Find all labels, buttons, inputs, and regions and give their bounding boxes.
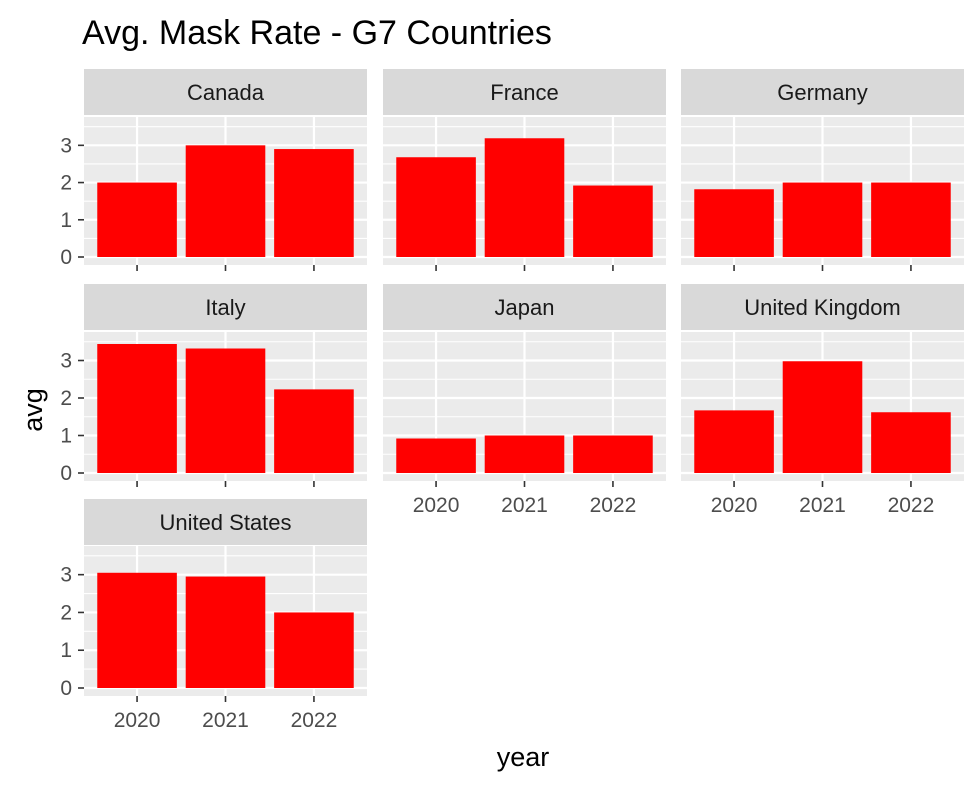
facet-strip-label: Japan: [495, 295, 555, 320]
facet-united-states: United States 0 1 2 3 2020 2021 2022: [60, 499, 367, 732]
y-tick-label: 1: [60, 209, 72, 232]
facet-strip-label: United States: [159, 510, 291, 535]
bar-italy-2021: [185, 348, 266, 473]
y-tick-label: 3: [60, 350, 72, 373]
facet-strip-label: Canada: [187, 80, 265, 105]
facet-united-kingdom: United Kingdom 2020 2021 2022: [681, 284, 964, 517]
y-tick-label: 3: [60, 134, 72, 157]
facet-italy: Italy 0 1 2 3: [60, 284, 367, 487]
facet-canada: Canada 0 1 2 3: [60, 69, 367, 271]
bar-canada-2021: [185, 145, 266, 257]
y-tick-label: 0: [60, 246, 72, 269]
y-tick-label: 1: [60, 425, 72, 448]
x-tick-label: 2022: [291, 709, 338, 732]
facet-japan: Japan 2020 2021 2022: [383, 284, 666, 517]
x-tick-label: 2022: [888, 494, 935, 517]
y-tick-label: 2: [60, 172, 72, 195]
x-tick-label: 2020: [114, 709, 161, 732]
facet-strip: [84, 499, 367, 545]
x-tick-label: 2021: [501, 494, 548, 517]
bar-france-2021: [484, 138, 565, 257]
bar-germany-2022: [871, 182, 951, 257]
bar-japan-2022: [573, 435, 653, 473]
bar-italy-2022: [274, 389, 354, 473]
facet-strip: [84, 284, 367, 330]
facet-germany: Germany: [681, 69, 964, 271]
y-tick-label: 2: [60, 387, 72, 410]
facet-strip: [383, 284, 666, 330]
x-axis-title: year: [497, 742, 550, 772]
bar-france-2020: [396, 157, 476, 257]
bar-united-kingdom-2021: [782, 361, 863, 473]
facet-strip: [681, 69, 964, 115]
y-axis-title: avg: [18, 388, 48, 432]
bar-united-kingdom-2020: [694, 410, 774, 473]
bar-united-states-2021: [185, 576, 266, 688]
x-tick-label: 2020: [413, 494, 460, 517]
x-tick-label: 2022: [590, 494, 637, 517]
y-tick-label: 2: [60, 601, 72, 624]
y-tick-label: 3: [60, 564, 72, 587]
bar-united-states-2020: [97, 572, 177, 688]
x-tick-label: 2021: [799, 494, 846, 517]
bar-japan-2021: [484, 435, 565, 473]
bar-united-kingdom-2022: [871, 412, 951, 473]
facet-strip: [681, 284, 964, 330]
y-tick-label: 0: [60, 462, 72, 485]
chart-title: Avg. Mask Rate - G7 Countries: [82, 14, 552, 52]
bar-germany-2020: [694, 189, 774, 257]
x-tick-label: 2021: [202, 709, 249, 732]
y-tick-label: 1: [60, 639, 72, 662]
facet-strip-label: Italy: [205, 295, 245, 320]
facet-france: France: [383, 69, 666, 271]
facet-strip: [383, 69, 666, 115]
facet-strip-label: Germany: [777, 80, 867, 105]
facet-strip: [84, 69, 367, 115]
bar-canada-2020: [97, 182, 177, 257]
facet-strip-label: France: [490, 80, 558, 105]
bar-germany-2021: [782, 182, 863, 257]
bar-italy-2020: [97, 344, 177, 473]
x-tick-label: 2020: [711, 494, 758, 517]
facet-strip-label: United Kingdom: [744, 295, 901, 320]
y-tick-label: 0: [60, 677, 72, 700]
bar-japan-2020: [396, 438, 476, 473]
bar-france-2022: [573, 185, 653, 257]
bar-united-states-2022: [274, 612, 354, 688]
bar-canada-2022: [274, 149, 354, 257]
